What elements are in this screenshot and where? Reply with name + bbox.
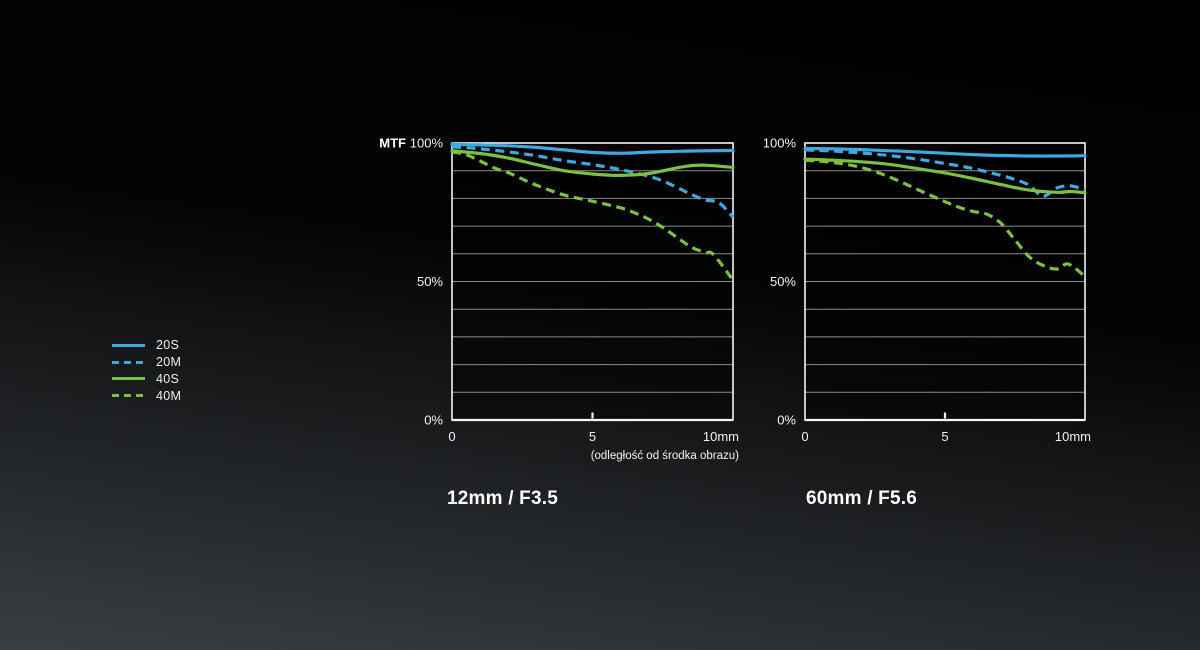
series-line-40S-chart0 (450, 149, 735, 178)
series-line-20M-chart0 (451, 145, 735, 219)
y-tick-label: 50% (770, 274, 796, 289)
legend-item-20s: 20S (112, 337, 181, 354)
y-tick-label: 100% (410, 136, 444, 151)
legend-item-40s: 40S (112, 371, 181, 388)
series-line-40M-chart0 (451, 150, 735, 282)
y-tick-label: 0% (777, 413, 796, 428)
y-tick-label: 0% (424, 413, 443, 428)
y-tick-label: 100% (763, 136, 797, 151)
series-line-20S-chart1 (803, 146, 1087, 158)
legend-item-40m: 40M (112, 387, 181, 404)
legend-swatch-40m (112, 394, 145, 398)
legend-label-40s: 40S (156, 371, 180, 386)
x-tick-label: 10mm (1055, 429, 1091, 444)
x-tick-label: 0 (801, 429, 808, 444)
legend-swatch-20s (112, 343, 145, 347)
legend: 20S 20M 40S 40M (112, 337, 181, 404)
legend-label-20m: 20M (156, 355, 182, 370)
y-axis-label: MTF (379, 136, 406, 151)
legend-swatch-20m (112, 360, 145, 364)
x-tick-label: 5 (941, 429, 948, 444)
x-axis-caption: (odległość od środka obrazu) (591, 450, 739, 462)
series-line-40M-chart1 (804, 158, 1087, 278)
x-tick-label: 0 (448, 429, 455, 444)
y-tick-label: 50% (417, 274, 443, 289)
legend-label-40m: 40M (156, 388, 182, 403)
chart-title-60mm: 60mm / F5.6 (806, 488, 917, 509)
series-line-40S-chart1 (803, 157, 1087, 195)
x-tick-label: 5 (589, 429, 596, 444)
legend-swatch-40s (112, 377, 145, 381)
chart-title-12mm: 12mm / F3.5 (447, 488, 558, 509)
legend-item-20m: 20M (112, 354, 181, 371)
series-line-20M-chart1 (804, 148, 1086, 198)
x-tick-label: 10mm (703, 429, 739, 444)
legend-label-20s: 20S (156, 338, 180, 353)
series-line-20S-chart0 (450, 142, 735, 155)
